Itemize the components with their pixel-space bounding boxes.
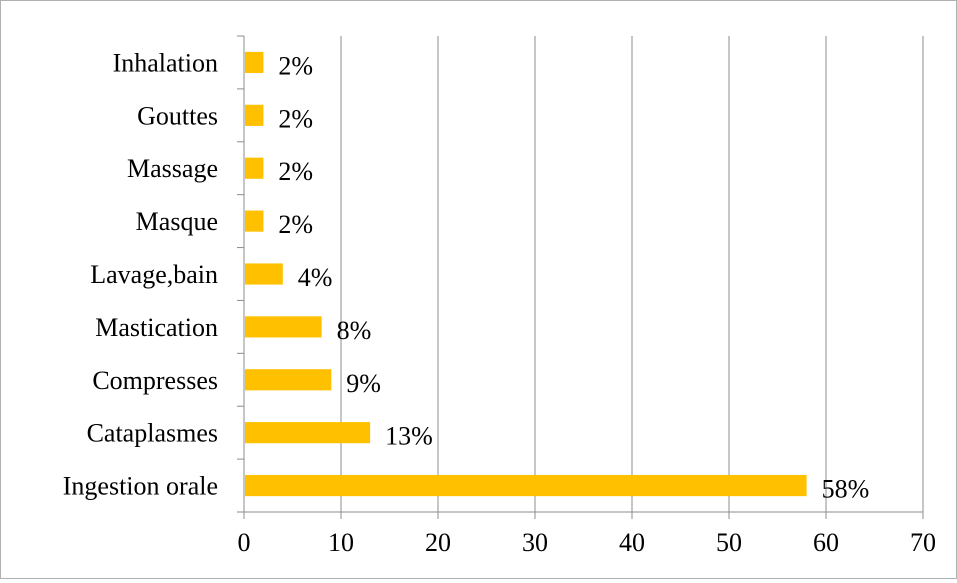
axes (237, 35, 924, 519)
data-label: 9% (346, 369, 381, 398)
x-tick-label: 0 (238, 528, 251, 557)
bar (245, 369, 332, 391)
x-tick-label: 30 (522, 528, 548, 557)
gridlines (340, 36, 924, 512)
category-label: Masque (136, 207, 218, 236)
bars (245, 51, 807, 497)
x-tick-label: 10 (328, 528, 354, 557)
category-label: Mastication (95, 313, 218, 342)
data-label: 13% (385, 422, 433, 451)
x-tick-label: 50 (716, 528, 742, 557)
category-label: Compresses (92, 366, 218, 395)
x-tick-label: 40 (619, 528, 645, 557)
data-label: 2% (278, 104, 313, 133)
x-tick-label: 20 (425, 528, 451, 557)
data-label: 2% (278, 157, 313, 186)
bar (245, 210, 264, 232)
labels: 0 10 20 30 40 50 60 70 Inhalation 2% Gouttes 2% Mass… (63, 48, 936, 557)
bar (245, 263, 283, 285)
data-label: 2% (278, 210, 313, 239)
x-tick-label: 60 (813, 528, 839, 557)
data-label: 8% (337, 316, 372, 345)
data-label: 58% (822, 475, 870, 504)
bar (245, 316, 322, 338)
bar (245, 474, 807, 497)
bar (245, 157, 264, 179)
category-label: Cataplasmes (87, 419, 218, 448)
category-label: Inhalation (113, 48, 218, 77)
data-label: 2% (278, 51, 313, 80)
bar (245, 422, 371, 444)
category-label: Massage (127, 154, 218, 183)
category-label: Gouttes (137, 101, 218, 130)
x-tick-label: 70 (910, 528, 936, 557)
data-label: 4% (298, 263, 333, 292)
category-label: Ingestion orale (63, 472, 218, 501)
bar (245, 104, 264, 126)
category-label: Lavage,bain (90, 260, 218, 289)
bar (245, 51, 264, 74)
